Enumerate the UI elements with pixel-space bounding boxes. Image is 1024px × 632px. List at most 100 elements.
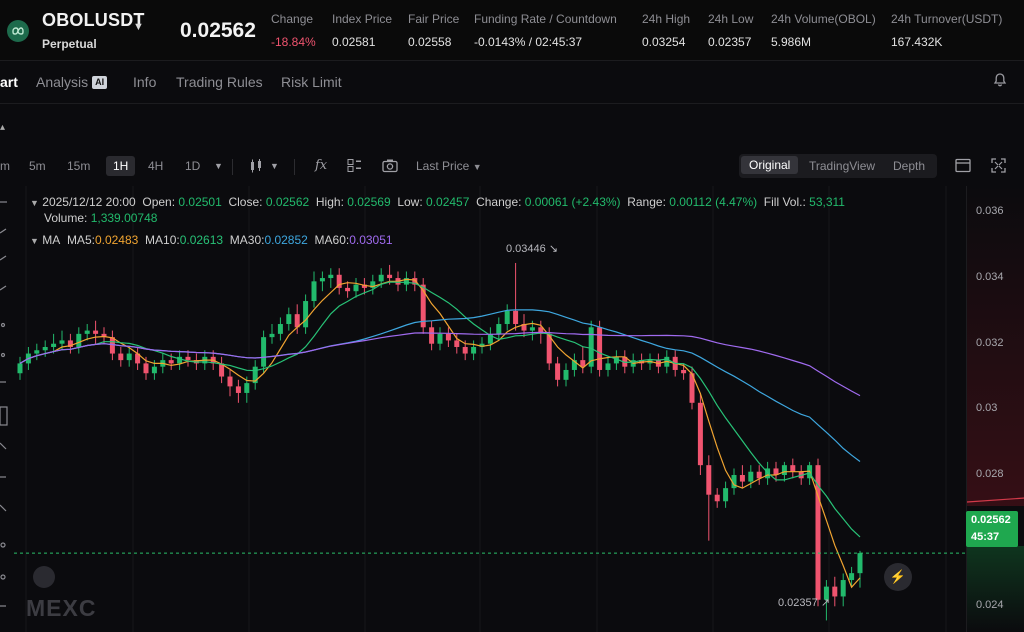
stat-value: -18.84% <box>271 35 316 49</box>
candle-body <box>244 383 250 393</box>
candle-body <box>311 281 317 302</box>
candle-body <box>580 360 586 367</box>
chart-tabs: art Analysis AI Info Trading Rules Risk L… <box>0 61 1024 104</box>
candle-body <box>462 346 468 354</box>
candle-body <box>496 324 502 334</box>
candle-body <box>773 468 779 476</box>
panel-layout-icon[interactable] <box>955 158 971 176</box>
caret-up-icon[interactable]: ▴ <box>0 122 6 133</box>
candle-body <box>93 330 99 334</box>
candle-body <box>387 274 393 279</box>
candle-body <box>731 475 737 489</box>
candle-body <box>445 333 451 341</box>
tab-analysis[interactable]: Analysis AI <box>36 74 108 90</box>
candle-body <box>832 586 838 597</box>
camera-icon[interactable] <box>382 158 398 176</box>
chart-settings-icon[interactable] <box>33 566 55 588</box>
candle-body <box>739 475 745 482</box>
candle-body <box>597 327 603 370</box>
legend-label: Fill Vol.: <box>763 195 806 209</box>
price-source-select[interactable]: Last Price ▼ <box>416 159 482 173</box>
ma-title: MA <box>42 233 61 247</box>
lightning-icon[interactable]: ⚡ <box>884 563 912 591</box>
candle-body <box>294 314 300 328</box>
low-marker-label: 0.02357 ↗ <box>778 597 831 609</box>
volume-legend: Volume: 1,339.00748 <box>44 211 157 225</box>
timeframe-1h[interactable]: 1H <box>106 156 136 176</box>
candle-body <box>857 553 863 574</box>
legend-label: High: <box>315 195 344 209</box>
candle-type-dropdown-icon[interactable]: ▼ <box>270 161 279 171</box>
candle-body <box>546 333 552 364</box>
candle-body <box>706 465 712 495</box>
timeframe-1m[interactable]: m <box>0 159 10 173</box>
candle-body <box>135 353 141 364</box>
candle-body <box>219 363 225 377</box>
tab-info[interactable]: Info <box>133 74 157 90</box>
candle-type-icon[interactable] <box>249 158 265 177</box>
legend-change: 0.00061 (+2.43%) <box>524 195 621 209</box>
candle-body <box>303 301 309 328</box>
price-axis-tick: 0.03 <box>976 402 998 415</box>
timeframe-1d[interactable]: 1D <box>185 159 201 173</box>
indicator-fx-icon[interactable]: fx <box>315 158 328 173</box>
legend-ma10: 0.02613 <box>179 233 224 247</box>
candle-body <box>412 278 418 285</box>
symbol-dropdown-icon[interactable]: ▼ <box>133 21 144 33</box>
stat-value: 0.02558 <box>408 35 452 49</box>
candle-body <box>781 465 787 476</box>
legend-high: 0.02569 <box>347 195 391 209</box>
stat-label: 24h High <box>642 12 691 26</box>
ma60-line <box>19 331 861 397</box>
candle-body <box>185 356 191 361</box>
legend-label: MA60: <box>314 233 350 247</box>
candle-body <box>252 366 258 384</box>
candle-body <box>538 327 544 334</box>
candle-body <box>269 333 275 338</box>
drawing-tools-rail[interactable] <box>0 185 14 632</box>
bell-icon[interactable] <box>992 72 1008 93</box>
ma-collapse-icon[interactable]: ▼ <box>30 236 39 246</box>
tab-chart[interactable]: art <box>0 74 18 90</box>
candle-body <box>336 274 342 288</box>
price-axis-tick: 0.036 <box>976 205 1004 218</box>
low-marker-value: 0.02357 <box>778 597 818 609</box>
ticker-header: OBOLUSDT Perpetual ▼ 0.02562 Change -18.… <box>0 0 1024 61</box>
view-tradingview[interactable]: TradingView <box>809 159 876 173</box>
stat-label: Fair Price <box>408 12 460 26</box>
layout-grid-icon[interactable] <box>347 158 362 176</box>
view-depth[interactable]: Depth <box>893 159 926 173</box>
legend-open: 0.02501 <box>178 195 222 209</box>
stat-value: 0.03254 <box>642 35 686 49</box>
price-tag-value: 0.02562 <box>971 514 1011 526</box>
candlestick-chart[interactable] <box>14 186 965 632</box>
candle-body <box>261 337 267 367</box>
divider <box>232 159 233 175</box>
timeframe-4h[interactable]: 4H <box>148 159 164 173</box>
view-original[interactable]: Original <box>741 156 799 174</box>
stat-value: 167.432K <box>891 35 943 49</box>
candle-body <box>101 333 107 338</box>
ohlc-legend: ▼ 2025/12/12 20:00 Open: 0.02501 Close: … <box>30 195 845 209</box>
candle-body <box>471 346 477 354</box>
legend-date: 2025/12/12 20:00 <box>42 195 136 209</box>
candle-body <box>84 330 90 334</box>
candle-body <box>849 573 855 581</box>
stat-label: 24h Low <box>708 12 754 26</box>
candle-body <box>370 281 376 288</box>
candle-body <box>361 284 367 288</box>
legend-ma30: 0.02852 <box>264 233 308 247</box>
legend-collapse-icon[interactable]: ▼ <box>30 198 39 208</box>
symbol-name[interactable]: OBOLUSDT <box>42 10 145 30</box>
more-timeframes-icon[interactable]: ▼ <box>214 161 223 171</box>
tab-trading-rules[interactable]: Trading Rules <box>176 74 263 90</box>
timeframe-15m[interactable]: 15m <box>67 159 91 173</box>
candle-body <box>378 274 384 282</box>
tab-risk-limit[interactable]: Risk Limit <box>281 74 342 90</box>
candle-body <box>790 465 796 472</box>
candle-body <box>235 386 241 393</box>
candle-body <box>151 366 157 374</box>
timeframe-5m[interactable]: 5m <box>29 159 46 173</box>
price-source-label: Last Price <box>416 159 470 173</box>
fullscreen-icon[interactable] <box>991 158 1006 176</box>
